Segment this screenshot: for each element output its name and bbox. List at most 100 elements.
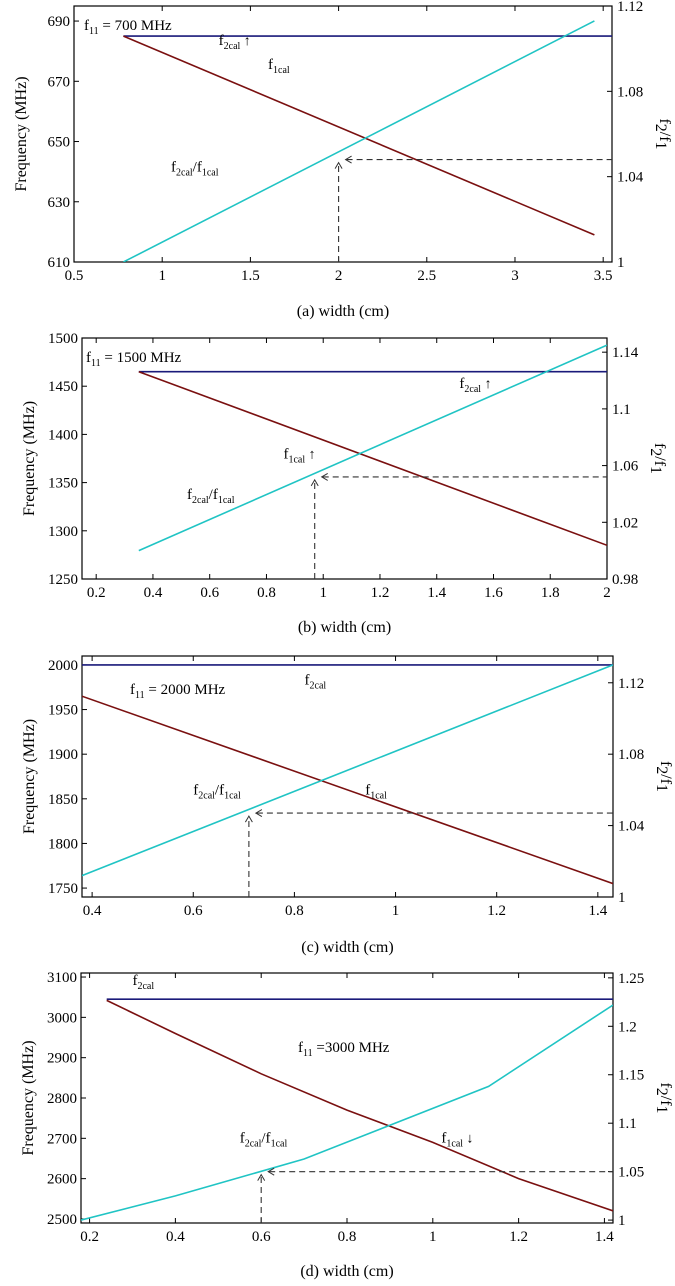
y-axis-label: Frequency (MHz) (20, 1040, 37, 1155)
y2-tick-label: 1.12 (618, 676, 644, 692)
y-tick-label: 1350 (48, 476, 78, 492)
series-line-f2cal-over-f1cal (123, 20, 595, 262)
y-tick-label: 1300 (48, 524, 78, 540)
y2-tick-label: 1.06 (612, 459, 639, 475)
annotation-f2cal-over-f1cal: f2cal/f1cal (193, 782, 241, 801)
x-tick-label: 0.8 (285, 903, 304, 919)
x-tick-label: 0.4 (83, 903, 102, 919)
plot-frame (81, 655, 614, 898)
panel-title: f11 = 2000 MHz (130, 682, 226, 701)
series-group (123, 20, 612, 262)
y-tick-label: 1850 (48, 792, 78, 808)
y-tick-label: 1900 (48, 747, 78, 763)
y-tick-label: 1750 (48, 881, 78, 897)
series-line-f2cal-over-f1cal (82, 664, 613, 877)
x-tick-label: 3.5 (594, 268, 613, 284)
x-tick-label: 0.6 (184, 903, 203, 919)
x-tick-label: 0.2 (80, 1229, 99, 1245)
y-tick-label: 2500 (47, 1212, 77, 1228)
series-line-f1cal (123, 35, 595, 236)
guide-arrowhead-up (310, 478, 319, 487)
y2-tick-label: 1.25 (618, 971, 644, 987)
guide-arrowhead-left (320, 472, 328, 481)
guide-arrowhead-left (254, 809, 263, 818)
x-tick-label: 1.4 (588, 903, 607, 919)
y-tick-label: 3000 (47, 1010, 77, 1026)
y-tick-label: 610 (48, 255, 71, 271)
y-tick-label: 630 (48, 195, 71, 211)
y2-axis-label: f2/f1 (653, 1082, 674, 1113)
x-tick-label: 1.2 (371, 585, 390, 601)
guide-arrowhead-up (244, 815, 253, 823)
annotation-f2cal: f2cal (132, 973, 154, 992)
series-group (81, 998, 613, 1221)
x-tick-label: 1.6 (484, 585, 503, 601)
annotation-f2cal: f2cal ↑ (459, 376, 491, 395)
y2-tick-label: 1.04 (618, 819, 645, 835)
y2-tick-label: 1.05 (618, 1165, 644, 1181)
y-axis-label: Frequency (MHz) (21, 719, 38, 834)
y2-tick-label: 1.04 (617, 170, 644, 186)
series-group (138, 344, 607, 552)
y2-tick-label: 1 (618, 1213, 626, 1229)
y2-tick-label: 1.1 (618, 1116, 637, 1132)
chart-panel-3: 0.4 0.6 0.8 1 1.2 1.4 1750 1800 1850 1900 1950 2000… (21, 655, 674, 956)
x-tick-label: 0.4 (144, 585, 163, 601)
x-tick-label: 1 (429, 1229, 437, 1245)
y2-tick-label: 1.14 (612, 345, 639, 361)
x-tick-label: 0.6 (252, 1229, 271, 1245)
y-tick-label: 2800 (47, 1091, 77, 1107)
y-tick-label: 670 (48, 74, 71, 90)
y-tick-label: 2700 (47, 1131, 77, 1147)
panel-title: f11 = 700 MHz (84, 18, 172, 37)
x-tick-label: 1.2 (509, 1229, 528, 1245)
annotation-f1cal: f1cal ↑ (283, 447, 315, 466)
y2-tick-label: 1.08 (617, 84, 643, 100)
panel-caption: (a) width (cm) (297, 303, 389, 320)
panel-caption: (b) width (cm) (298, 619, 391, 636)
x-tick-label: 1.2 (487, 903, 506, 919)
y2-tick-label: 1.15 (618, 1068, 644, 1084)
panel-title: f11 =3000 MHz (298, 1040, 390, 1059)
guide-arrowhead-left (344, 155, 352, 164)
guide-arrowhead-left (267, 1167, 275, 1176)
y2-tick-label: 1.1 (612, 402, 631, 418)
y2-axis-label: f2/f1 (652, 118, 673, 149)
plot-frame (80, 972, 614, 1224)
x-tick-label: 0.8 (257, 585, 276, 601)
panel-caption: (d) width (cm) (300, 1263, 393, 1280)
x-tick-label: 0.4 (166, 1229, 185, 1245)
guide-arrowhead-up (257, 1173, 266, 1181)
x-tick-label: 1.5 (241, 268, 260, 284)
annotation-f2cal-over-f1cal: f2cal/f1cal (187, 487, 235, 506)
y-tick-label: 2900 (47, 1051, 77, 1067)
plot-frame (73, 5, 613, 263)
x-tick-label: 2 (335, 268, 343, 284)
y2-axis-label: f2/f1 (653, 761, 674, 792)
y2-tick-label: 1.08 (618, 747, 644, 763)
y2-tick-label: 1.02 (612, 515, 638, 531)
y2-tick-label: 1.2 (618, 1019, 637, 1035)
chart-panel-4: 0.2 0.4 0.6 0.8 1 1.2 1.4 2500 2600 2700 2800 2900 3… (20, 970, 674, 1280)
y2-axis-label: f2/f1 (647, 443, 668, 474)
annotation-f2cal: f2cal ↑ (219, 33, 251, 52)
plot-frame (81, 337, 608, 580)
chart-panel-1: 0.5 1 1.5 2 2.5 3 3.5 610 630 650 670 690 1 1.04 1.08 1… (13, 0, 673, 320)
x-tick-label: 0.5 (65, 268, 84, 284)
x-tick-label: 1 (158, 268, 166, 284)
y2-tick-label: 0.98 (612, 572, 638, 588)
annotation-f2cal-over-f1cal: f2cal/f1cal (171, 160, 219, 179)
y-tick-label: 1250 (48, 572, 78, 588)
chart-panel-2: 0.2 0.4 0.6 0.8 1 1.2 1.4 1.6 1.8 2 1250 1300 1350 14… (21, 331, 668, 636)
x-tick-label: 2.5 (417, 268, 436, 284)
y-axis-label: Frequency (MHz) (21, 401, 38, 516)
annotation-f2cal-over-f1cal: f2cal/f1cal (240, 1130, 288, 1149)
series-line-f1cal (106, 999, 613, 1212)
series-group (82, 664, 613, 885)
y-tick-label: 2000 (48, 658, 78, 674)
series-line-f2cal-over-f1cal (138, 344, 607, 552)
y-tick-label: 1950 (48, 703, 78, 719)
panel-title: f11 = 1500 MHz (86, 350, 182, 369)
x-tick-label: 1.4 (595, 1229, 614, 1245)
y-tick-label: 1400 (48, 427, 78, 443)
